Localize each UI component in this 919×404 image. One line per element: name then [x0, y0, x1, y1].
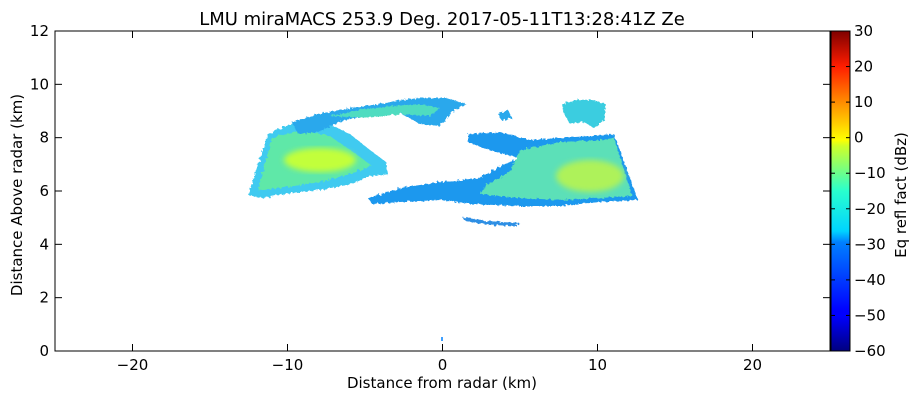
- x-tick-label: 0: [438, 356, 448, 374]
- y-tick-label: 12: [30, 22, 49, 40]
- echo-lower-fragment: [462, 217, 520, 226]
- colorbar-tick-label: −20: [854, 200, 886, 218]
- y-tick-label: 6: [39, 182, 49, 200]
- chart-title: LMU miraMACS 253.9 Deg. 2017-05-11T13:28…: [199, 9, 685, 30]
- colorbar-tick-label: −50: [854, 306, 886, 324]
- y-tick-label: 4: [39, 235, 49, 253]
- x-tick-label: 20: [743, 356, 762, 374]
- echo-right-upper-cell: [562, 100, 606, 128]
- colorbar-tick-label: 0: [854, 129, 864, 147]
- colorbar-tick-label: −30: [854, 235, 886, 253]
- colorbar: −60 −50 −40 −30 −20 −10 0 10 20 30 Eq refl fact (…: [830, 22, 910, 360]
- echo-upper-cloud-band: [292, 98, 466, 134]
- colorbar-ticks: −60 −50 −40 −30 −20 −10 0 10 20 30: [831, 22, 886, 360]
- x-axis-label: Distance from radar (km): [347, 374, 537, 392]
- echo-main-layer: [368, 132, 638, 206]
- y-tick-label: 0: [39, 342, 49, 360]
- colorbar-tick-label: −40: [854, 271, 886, 289]
- colorbar-tick-label: −60: [854, 342, 886, 360]
- y-tick-label: 2: [39, 289, 49, 307]
- y-axis: 0 2 4 6 8 10 12: [30, 22, 830, 360]
- x-axis: −20 −10 0 10 20: [117, 31, 762, 374]
- colorbar-tick-label: 10: [854, 93, 873, 111]
- x-tick-label: −10: [272, 356, 304, 374]
- echo-left-cloud-core: [284, 148, 356, 172]
- y-tick-label: 8: [39, 129, 49, 147]
- x-tick-label: −20: [117, 356, 149, 374]
- colorbar-tick-label: 30: [854, 22, 873, 40]
- echo-layer: [248, 98, 638, 341]
- colorbar-tick-label: 20: [854, 58, 873, 76]
- x-tick-label: 10: [588, 356, 607, 374]
- echo-left-cloud-layer: [248, 120, 388, 198]
- echo-mid-fragment: [498, 110, 512, 121]
- echo-surface: [441, 337, 443, 341]
- echo-right-layer-core: [556, 160, 624, 192]
- y-axis-label: Distance Above radar (km): [8, 94, 26, 296]
- colorbar-label: Eq refl fact (dBz): [892, 132, 910, 258]
- colorbar-gradient: [830, 30, 851, 352]
- y-tick-label: 10: [30, 75, 49, 93]
- colorbar-tick-label: −10: [854, 164, 886, 182]
